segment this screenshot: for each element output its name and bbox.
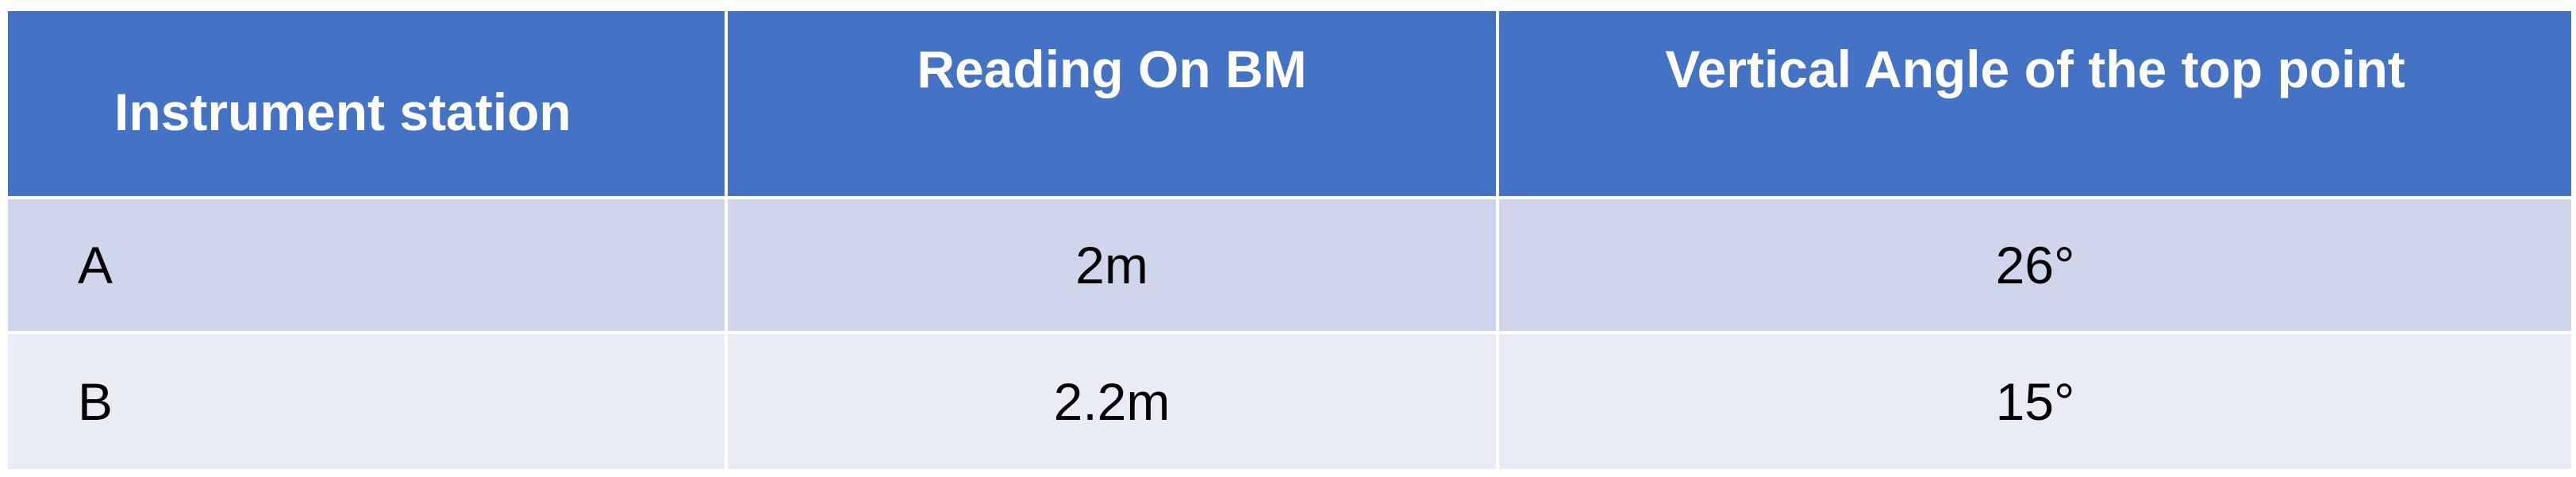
header-reading-on-bm: Reading On BM xyxy=(725,8,1499,199)
table-row: A 2m 26° xyxy=(5,196,2574,334)
table-header: Instrument station Reading On BM Vertica… xyxy=(5,8,2574,199)
header-vertical-angle: Vertical Angle of the top point xyxy=(1496,8,2574,199)
cell-station: B xyxy=(5,330,728,473)
cell-station: A xyxy=(5,196,728,334)
survey-readings-table: Instrument station Reading On BM Vertica… xyxy=(5,8,2574,473)
header-reading-on-bm-label: Reading On BM xyxy=(917,40,1307,98)
cell-reading: 2.2m xyxy=(725,330,1499,473)
table-body: A 2m 26° B 2.2m 15° xyxy=(5,196,2574,473)
header-instrument-station: Instrument station xyxy=(5,8,728,199)
cell-angle: 26° xyxy=(1496,196,2574,334)
table-row: B 2.2m 15° xyxy=(5,330,2574,473)
data-table-container: Instrument station Reading On BM Vertica… xyxy=(5,8,2574,473)
cell-angle: 15° xyxy=(1496,330,2574,473)
cell-reading: 2m xyxy=(725,196,1499,334)
header-row: Instrument station Reading On BM Vertica… xyxy=(5,8,2574,199)
header-instrument-station-label: Instrument station xyxy=(114,83,571,141)
header-vertical-angle-label: Vertical Angle of the top point xyxy=(1665,40,2405,98)
